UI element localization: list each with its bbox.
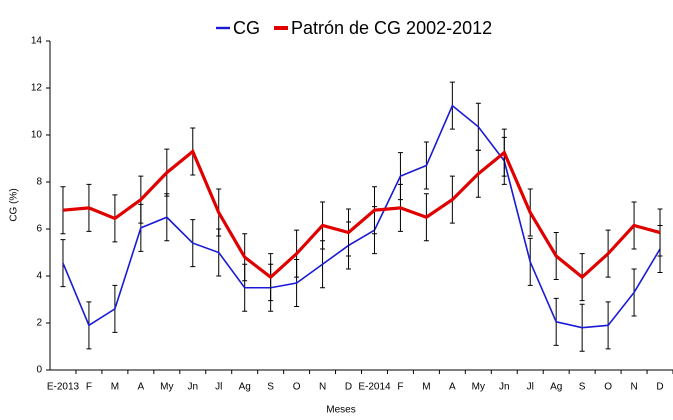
x-tick-label: O <box>604 382 612 393</box>
y-axis-label: CG (%) <box>9 188 20 221</box>
x-tick-label: N <box>319 382 326 393</box>
x-tick-label: Jn <box>187 382 198 393</box>
y-tick-label: 6 <box>36 224 42 235</box>
legend: CG Patrón de CG 2002-2012 <box>216 18 492 38</box>
x-tick-label: My <box>160 382 173 393</box>
x-tick-label: D <box>345 382 352 393</box>
x-tick-label: A <box>138 382 145 393</box>
x-tick-label: S <box>267 382 274 393</box>
x-tick-label: S <box>579 382 586 393</box>
x-tick-label: A <box>449 382 456 393</box>
x-tick-label: F <box>397 382 403 393</box>
x-tick-label: Jn <box>499 382 510 393</box>
x-tick-label: N <box>630 382 637 393</box>
x-tick-label: M <box>422 382 430 393</box>
series-line <box>62 104 661 329</box>
legend-label: Patrón de CG 2002-2012 <box>291 18 492 38</box>
y-tick-label: 2 <box>36 318 42 329</box>
x-tick-label: My <box>472 382 485 393</box>
error-bar <box>657 208 663 257</box>
y-tick-label: 10 <box>31 130 43 141</box>
y-tick-label: 8 <box>36 177 42 188</box>
y-tick-label: 14 <box>31 36 43 47</box>
x-tick-label: Ag <box>239 382 251 393</box>
x-tick-label: E-2013 <box>47 382 80 393</box>
x-tick-label: M <box>111 382 119 393</box>
x-tick-label: E-2014 <box>358 382 391 393</box>
x-tick-label: Ag <box>550 382 562 393</box>
y-tick-label: 0 <box>36 365 42 376</box>
series-line <box>62 148 661 280</box>
y-tick-label: 12 <box>31 83 43 94</box>
x-tick-label: Jl <box>527 382 534 393</box>
y-tick-label: 4 <box>36 271 42 282</box>
x-tick-label: F <box>86 382 92 393</box>
x-tick-label: Jl <box>215 382 222 393</box>
x-axis-label: Meses <box>326 405 355 416</box>
x-tick-label: O <box>293 382 301 393</box>
x-tick-label: D <box>656 382 663 393</box>
legend-label: CG <box>233 18 260 38</box>
